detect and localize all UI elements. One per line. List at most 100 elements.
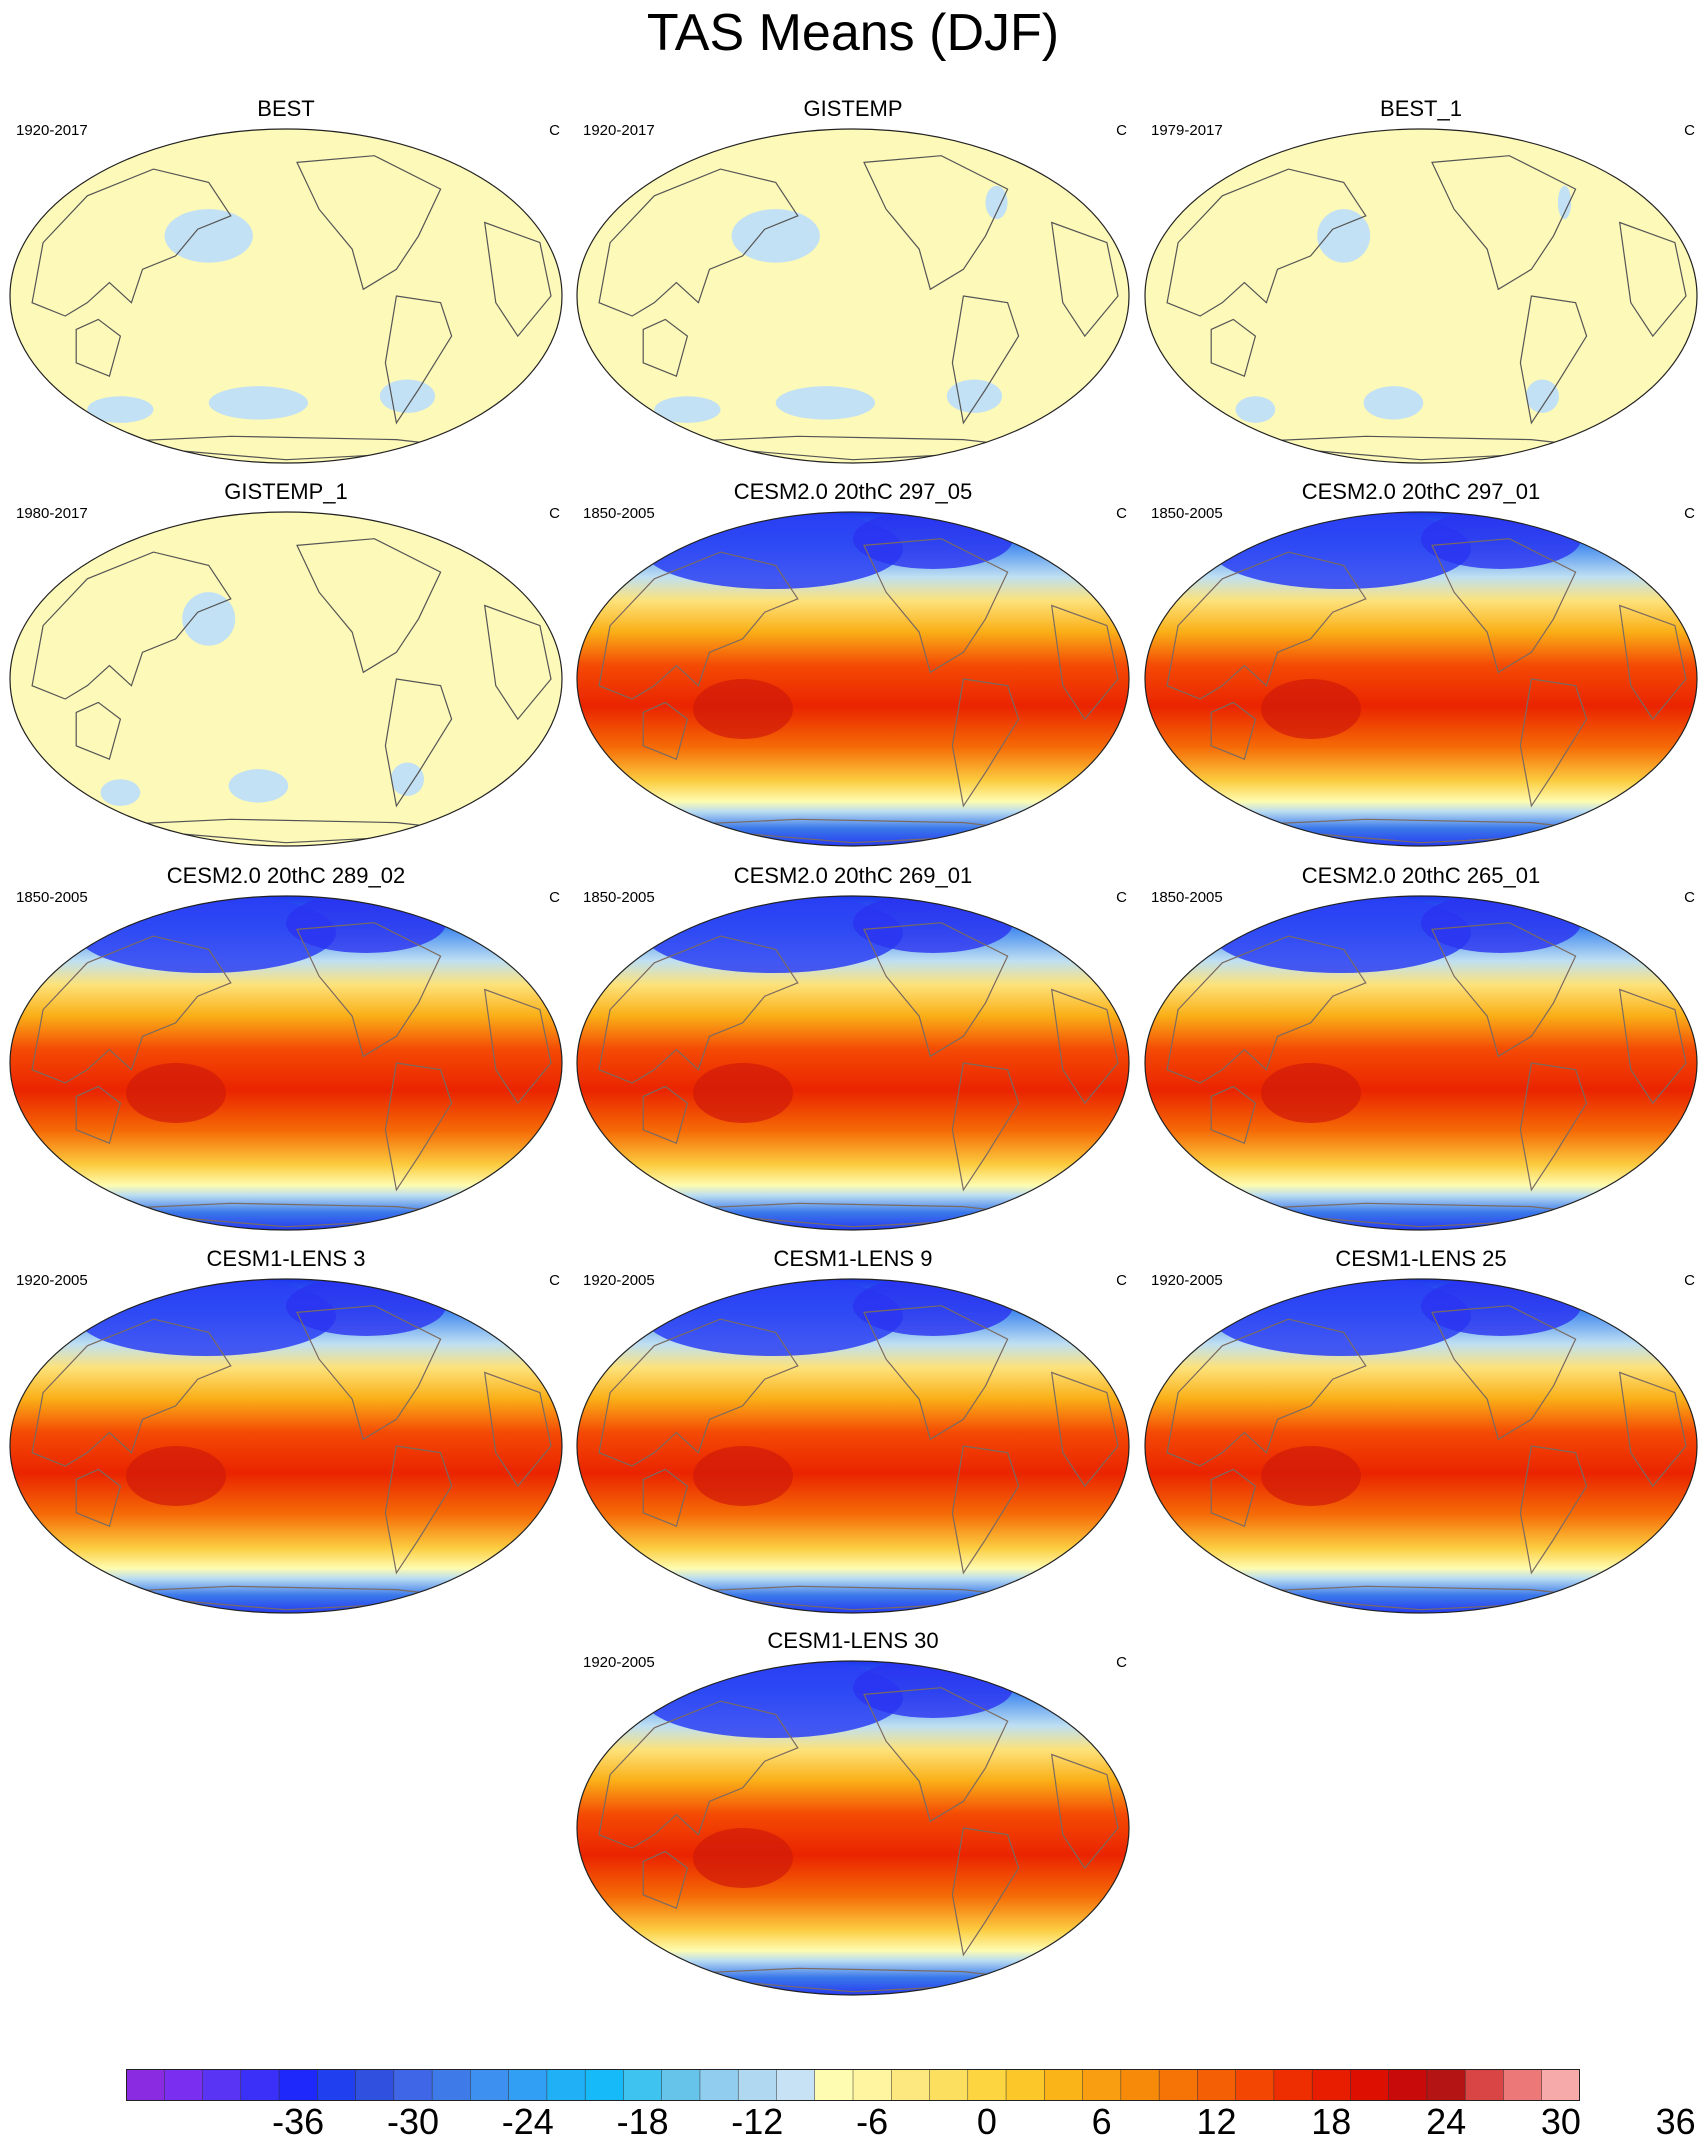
coastline [75,1468,122,1528]
map-panel: GISTEMP_1 1980-2017 C [6,479,566,847]
cool-anomaly-region [228,769,289,803]
colorbar-swatch [929,2069,969,2101]
cool-anomaly-region [182,592,236,646]
hot-region [693,1446,793,1506]
panel-units: C [549,1272,560,1289]
map-panel: CESM2.0 20thC 265_01 1850-2005 C [1141,863,1701,1231]
panel-title: CESM1-LENS 3 [206,1246,366,1271]
coastline [598,935,799,1084]
colorbar-swatch [814,2069,854,2101]
colorbar-tick-label: 12 [1196,2101,1237,2142]
coastline [31,168,232,317]
coastline [1618,221,1687,338]
map-border [1144,1278,1698,1614]
coastline [1210,318,1257,378]
cool-anomaly-region [1317,209,1371,263]
colorbar [126,2069,1580,2101]
coastline [483,988,552,1105]
map-panel: CESM2.0 20thC 297_01 1850-2005 C [1141,479,1701,847]
panel-units: C [549,505,560,522]
map-panel: CESM1-LENS 3 1920-2005 C [6,1246,566,1614]
figure-title: TAS Means (DJF) [646,4,1060,62]
temperature-field [1145,129,1697,463]
robinson-map [576,1660,1130,1996]
colorbar-tick-label: -36 [272,2101,325,2142]
colorbar-swatch [1273,2069,1313,2101]
robinson-map [576,128,1130,464]
colorbar-swatch [1120,2069,1160,2101]
panel-title: CESM1-LENS 9 [773,1246,933,1271]
map-panel: CESM2.0 20thC 297_05 1850-2005 C [573,479,1133,847]
robinson-map [576,1278,1130,1614]
panel-units: C [1116,505,1127,522]
colorbar-swatch [1426,2069,1466,2101]
map-border [576,1660,1130,1996]
coastline [642,701,689,761]
colorbar-tick-label: -12 [731,2101,784,2142]
coastline [642,1085,689,1145]
coastline [384,678,453,808]
coastline [598,1700,799,1849]
robinson-map [576,511,1130,847]
colorbar-swatch [431,2069,472,2101]
coastline [1050,1371,1119,1488]
coastline [1431,1305,1577,1441]
panel-years: 1920-2005 [1151,1272,1223,1289]
coastline [598,551,799,700]
panel-years: 1850-2005 [1151,889,1223,906]
coastline [642,1468,689,1528]
map-panel: GISTEMP 1920-2017 C [573,96,1133,464]
panel-years: 1850-2005 [16,889,88,906]
coastline [296,538,442,674]
panel-years: 1920-2005 [16,1272,88,1289]
colorbar-swatch [202,2069,242,2101]
cool-anomaly-region [946,379,1003,413]
panel-years: 1980-2017 [16,505,88,522]
coastline [598,1318,799,1467]
colorbar-tick-label: -30 [386,2101,440,2142]
coastline [951,1062,1020,1192]
coastline [1618,1371,1687,1488]
hot-region [693,1063,793,1123]
coastline [1210,701,1257,761]
panel-title: CESM2.0 20thC 265_01 [1301,863,1541,888]
panel-units: C [1684,1272,1695,1289]
hot-region [1261,1446,1361,1506]
coastline [1431,155,1577,291]
map-border [1144,511,1698,847]
colorbar-tick-label: -24 [501,2101,554,2142]
coastline [31,551,232,700]
colorbar-swatch [508,2069,548,2101]
colorbar-swatch [1197,2069,1237,2101]
colorbar-swatch [661,2069,701,2101]
coastline [642,1850,689,1910]
coastline [483,221,552,338]
colorbar-swatch [1541,2069,1580,2101]
colorbar-tick-label: -6 [856,2101,889,2142]
colorbar-swatch [1005,2069,1046,2101]
robinson-map [9,511,563,847]
panel-units: C [1684,889,1695,906]
coastline [1519,295,1588,425]
colorbar-swatch [355,2069,395,2101]
panel-units: C [1684,122,1695,139]
panel-title: GISTEMP_1 [224,479,348,504]
colorbar-swatch [1388,2069,1428,2101]
map-panel: CESM1-LENS 30 1920-2005 C [573,1628,1133,1996]
map-panel: CESM2.0 20thC 289_02 1850-2005 C [6,863,566,1231]
panel-years: 1850-2005 [583,505,655,522]
map-panel: CESM1-LENS 9 1920-2005 C [573,1246,1133,1614]
coastline [1050,1753,1119,1870]
panel-units: C [1116,122,1127,139]
colorbar-swatch [1158,2069,1199,2101]
cool-anomaly-region [100,779,141,806]
cool-anomaly-region [87,396,154,423]
robinson-map [9,895,563,1231]
coastline [1166,935,1367,1084]
coastline [1050,604,1119,721]
colorbar-swatch [1464,2069,1505,2101]
coastline [863,538,1009,674]
coastline [384,1445,453,1575]
map-border [576,128,1130,464]
map-border [9,511,563,847]
